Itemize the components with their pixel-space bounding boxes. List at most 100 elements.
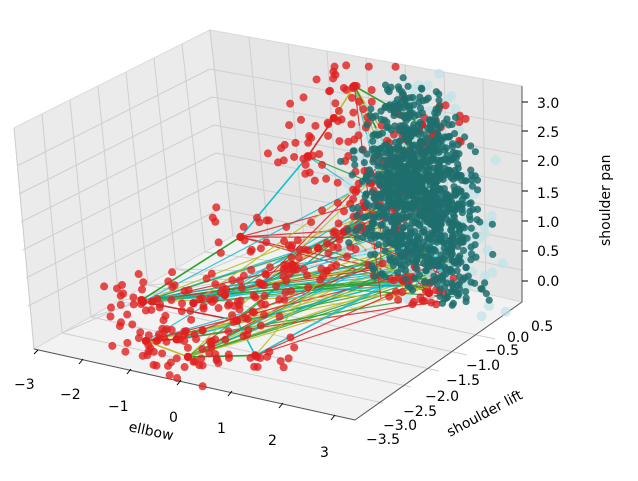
red-point [256, 279, 266, 289]
trajectory-line [176, 300, 444, 340]
red-point [129, 300, 138, 309]
red-point [340, 207, 349, 216]
red-point [228, 311, 237, 320]
red-point [187, 315, 196, 324]
red-point [180, 363, 189, 372]
teal-point [417, 186, 425, 194]
red-point [343, 252, 352, 261]
teal-point [393, 96, 402, 104]
teal-point [432, 220, 440, 228]
red-point [218, 283, 227, 292]
y-tick-label: −3.5 [366, 432, 400, 448]
red-point [333, 198, 342, 207]
teal-point [363, 121, 371, 129]
red-point [286, 333, 295, 342]
red-point [284, 354, 293, 363]
teal-point [453, 267, 461, 275]
red-point [228, 276, 237, 285]
red-point [202, 274, 211, 283]
red-point [304, 138, 313, 147]
red-point [198, 382, 207, 391]
teal-point [378, 129, 386, 137]
teal-point [441, 133, 449, 141]
teal-point [443, 208, 452, 216]
teal-point [450, 219, 458, 227]
teal-point [414, 166, 422, 174]
teal-point [376, 180, 384, 189]
red-point [261, 300, 270, 309]
red-point [239, 222, 248, 231]
y-tick-label: 0.0 [507, 330, 529, 346]
teal-point [386, 252, 394, 261]
teal-point [431, 141, 439, 149]
red-point [168, 283, 177, 292]
red-point [155, 303, 164, 312]
teal-point [371, 273, 379, 281]
red-point [398, 287, 407, 296]
red-point [237, 283, 246, 292]
teal-point [391, 217, 399, 225]
teal-point [368, 188, 376, 196]
teal-point [392, 172, 400, 180]
teal-point [454, 281, 462, 289]
teal-point [423, 170, 432, 178]
teal-point [394, 243, 402, 251]
teal-point [367, 105, 375, 113]
teal-point [447, 247, 456, 255]
teal-point [382, 240, 390, 248]
z-axis: 0.0 0.5 1.0 1.5 2.0 2.5 3.0 shoulder pan [522, 96, 614, 290]
teal-point [379, 163, 387, 171]
teal-point [387, 151, 395, 159]
red-point [100, 282, 109, 291]
teal-point [482, 290, 490, 298]
teal-point [401, 266, 410, 275]
red-point [197, 354, 206, 363]
teal-point [448, 156, 457, 164]
teal-point [409, 93, 417, 102]
x-tick-label: 1 [217, 421, 226, 437]
teal-point [404, 82, 412, 90]
teal-point [427, 177, 435, 185]
teal-point [384, 212, 392, 221]
red-point [134, 270, 143, 279]
red-point [281, 288, 290, 297]
teal-point [468, 250, 476, 258]
teal-point [414, 172, 423, 180]
red-point [214, 238, 223, 247]
red-point [349, 185, 358, 194]
red-point [205, 337, 214, 346]
red-point [282, 222, 291, 231]
red-point [168, 268, 177, 277]
red-point [212, 203, 221, 212]
red-point [211, 217, 220, 226]
teal-point [462, 263, 470, 271]
teal-point [402, 129, 410, 138]
teal-point [380, 205, 388, 213]
red-point [385, 292, 394, 301]
teal-point [445, 267, 454, 275]
red-point [163, 361, 172, 370]
teal-point [415, 98, 423, 106]
teal-point [435, 96, 443, 104]
teal-point [420, 278, 429, 286]
trajectory-line [176, 301, 402, 340]
teal-point [453, 189, 461, 197]
trajectory-line [255, 288, 402, 356]
red-point [318, 206, 327, 215]
teal-point [397, 146, 405, 154]
teal-point [431, 203, 440, 211]
teal-point [390, 189, 398, 197]
red-point [275, 312, 284, 321]
teal-point [454, 291, 462, 300]
teal-point [360, 158, 368, 167]
teal-point [380, 231, 388, 239]
teal-point [462, 287, 470, 296]
red-point [123, 338, 132, 347]
red-point [351, 245, 360, 254]
red-point [323, 239, 332, 248]
red-point [333, 178, 342, 187]
data-layer [100, 61, 511, 391]
red-point [310, 176, 319, 185]
teal-point [450, 129, 459, 138]
red-point [205, 349, 214, 358]
